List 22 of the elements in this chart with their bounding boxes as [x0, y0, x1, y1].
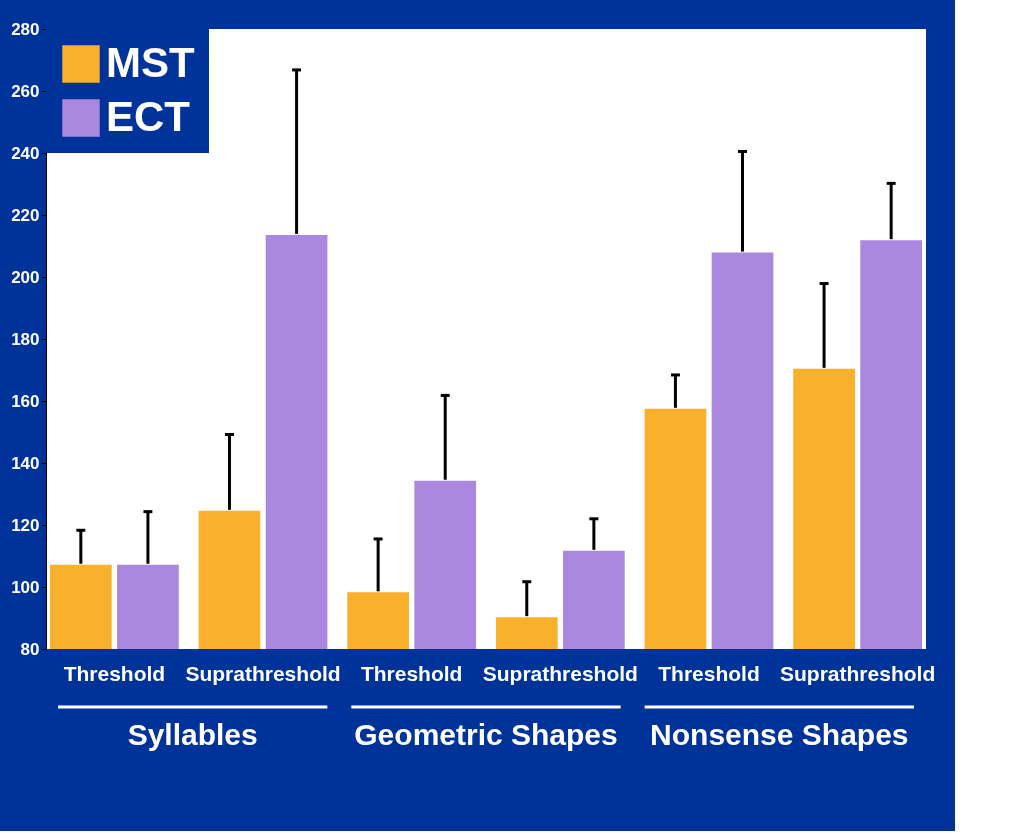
x-tick-label: Suprathreshold: [482, 661, 638, 685]
y-tick-label: 220: [11, 205, 40, 225]
x-tick-label: Threshold: [360, 661, 463, 685]
legend-label: MST: [106, 39, 195, 86]
x-tick-label: Threshold: [658, 661, 760, 685]
y-tick-label: 200: [11, 267, 40, 287]
y-tick-label: 80: [20, 639, 40, 659]
text: Geometric Shapes: [354, 718, 618, 751]
y-tick-label: 160: [11, 391, 40, 411]
x-tick-label: Threshold: [63, 661, 166, 685]
y-tick-label: 120: [11, 515, 40, 535]
y-tick-label: 280: [11, 19, 40, 39]
y-tick-label: 140: [11, 453, 40, 473]
text: Syllables: [127, 718, 258, 751]
x-tick-label: Suprathreshold: [185, 661, 341, 685]
y-tick-label: 240: [11, 143, 40, 163]
x-tick-label: Suprathreshold: [780, 661, 936, 685]
y-tick-label: 100: [11, 577, 40, 597]
legend-label: ECT: [106, 93, 191, 140]
y-tick-label: 180: [11, 329, 40, 349]
y-tick-label: 260: [11, 81, 40, 101]
text: Nonsense Shapes: [650, 718, 909, 751]
